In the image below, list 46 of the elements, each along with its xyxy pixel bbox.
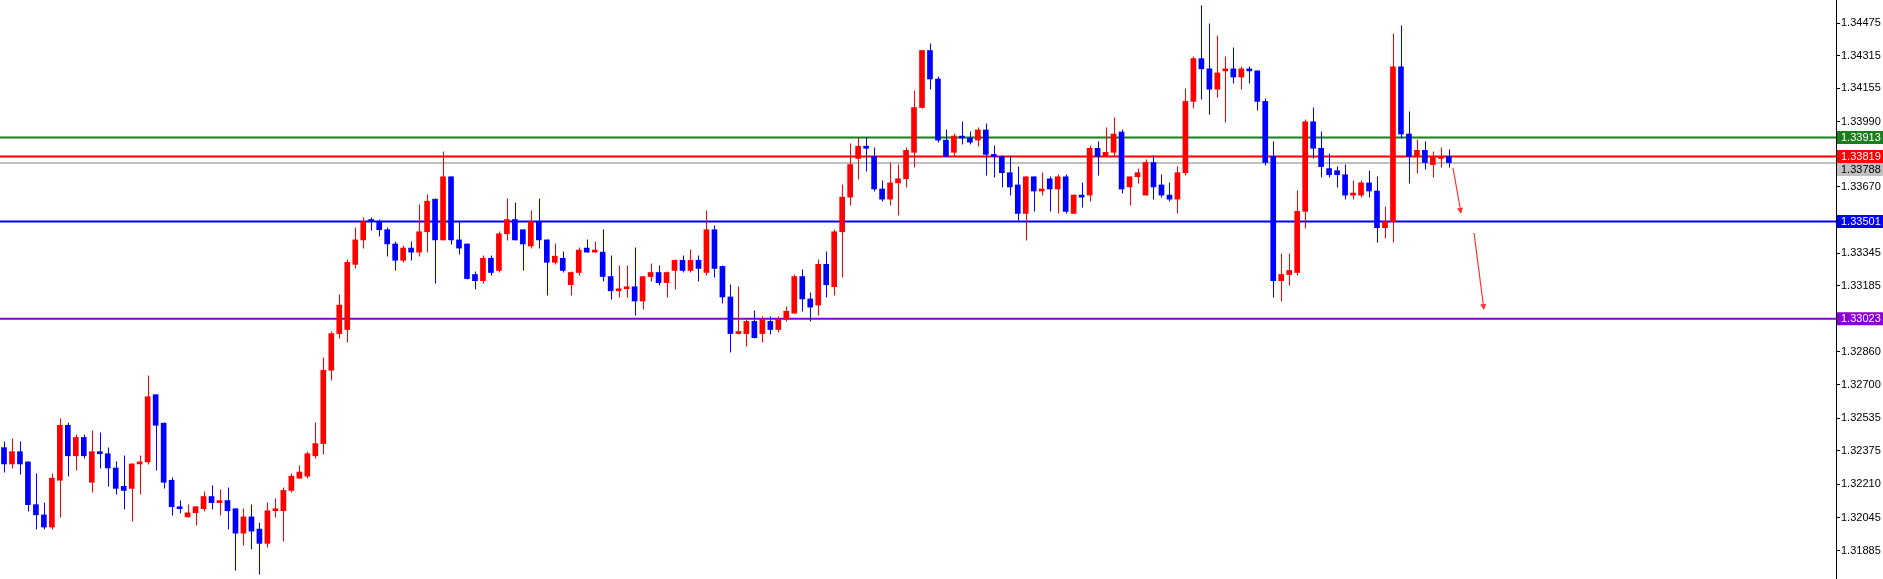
candlestick xyxy=(775,316,782,333)
candlestick xyxy=(96,432,103,469)
ref-line-label: 1.33819 xyxy=(1841,150,1881,163)
y-tick-label: 1.32045 xyxy=(1841,510,1881,523)
candlestick xyxy=(1070,194,1077,214)
y-tick-label: 1.32860 xyxy=(1841,344,1881,357)
candlestick xyxy=(991,145,997,178)
y-tick-label: 1.33185 xyxy=(1841,278,1881,291)
candlestick xyxy=(783,306,790,322)
candlestick xyxy=(1286,253,1293,286)
candlestick xyxy=(879,180,885,202)
y-tick-label: 1.33345 xyxy=(1841,246,1881,259)
y-tick-label: 1.32535 xyxy=(1841,411,1881,424)
candlestick xyxy=(496,231,502,273)
candlestick xyxy=(1446,149,1452,168)
candlestick xyxy=(120,455,127,510)
y-tick-label: 1.31885 xyxy=(1841,543,1881,556)
candlestick xyxy=(1382,206,1388,239)
ref-line-label: 1.33501 xyxy=(1841,214,1881,227)
candlestick xyxy=(1022,176,1029,241)
candlestick xyxy=(1278,253,1285,302)
candlestick xyxy=(33,473,39,530)
candlestick xyxy=(88,430,95,493)
candlestick xyxy=(1334,166,1340,188)
candlestick xyxy=(1062,174,1069,214)
ref-line-label: 1.33788 xyxy=(1841,163,1881,176)
y-tick-label: 1.32375 xyxy=(1841,443,1881,456)
candlestick xyxy=(791,274,798,314)
candlestick xyxy=(767,316,774,335)
y-tick-label: 1.34315 xyxy=(1841,48,1881,61)
y-tick-label: 1.33990 xyxy=(1841,114,1881,127)
y-tick-label: 1.34475 xyxy=(1841,16,1881,29)
candlestick xyxy=(1046,176,1053,212)
y-tick-label: 1.32210 xyxy=(1841,477,1881,490)
candlestick xyxy=(1310,107,1316,159)
candlestick xyxy=(328,331,335,381)
candlestick xyxy=(895,164,901,216)
candlestick xyxy=(472,271,478,290)
candlestick xyxy=(863,137,869,172)
ref-line-label: 1.33913 xyxy=(1841,131,1881,143)
candlestick xyxy=(551,243,558,265)
ref-line-label: 1.33023 xyxy=(1841,312,1881,325)
y-tick-label: 1.32700 xyxy=(1841,377,1881,390)
candlestick xyxy=(1326,153,1332,178)
y-tick-label: 1.33670 xyxy=(1841,179,1881,192)
y-tick-label: 1.34155 xyxy=(1841,81,1881,94)
